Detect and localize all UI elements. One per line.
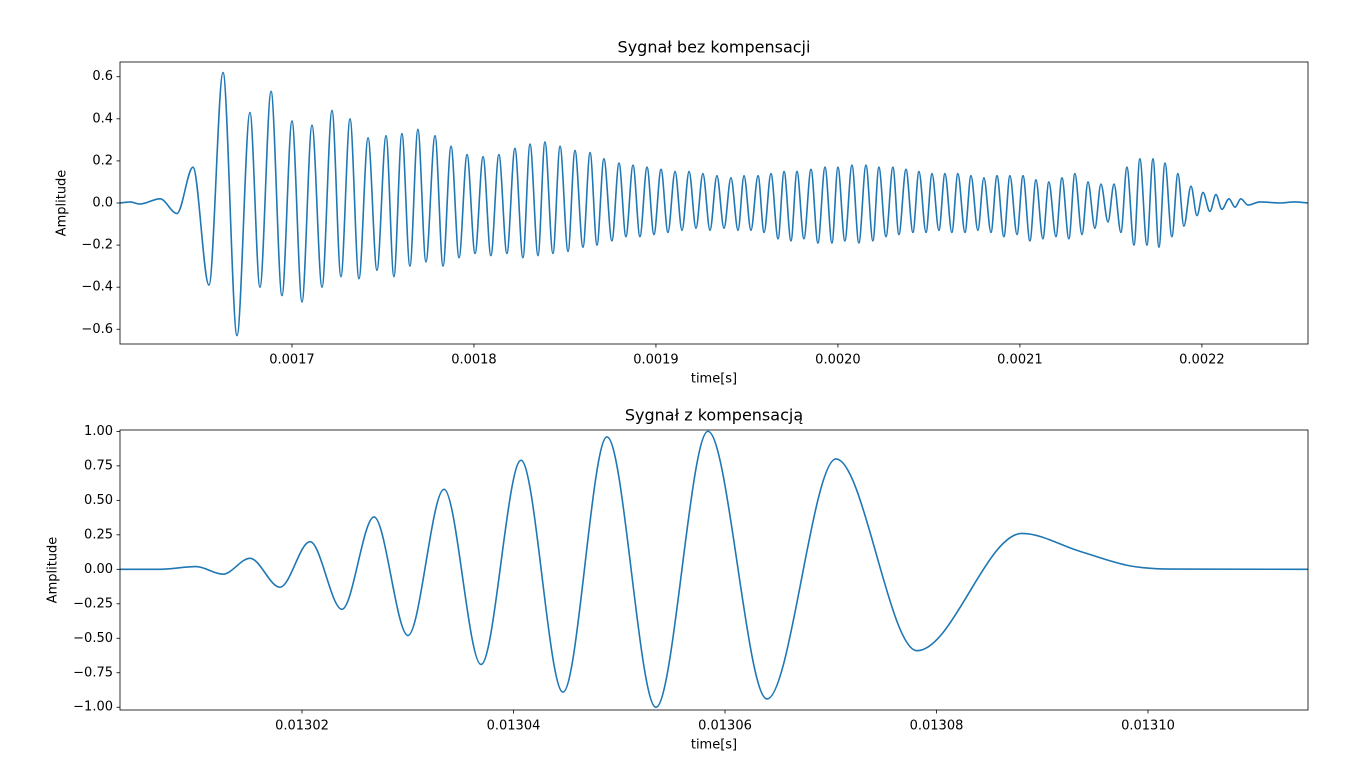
- chart-title: Sygnał bez kompensacji: [618, 38, 811, 57]
- x-axis-label: time[s]: [691, 372, 737, 387]
- x-tick-label: 0.01308: [910, 719, 964, 734]
- y-tick-label: 0.0: [92, 196, 113, 211]
- x-tick-label: 0.01304: [487, 719, 541, 734]
- y-tick-label: −0.75: [73, 665, 113, 680]
- x-tick-label: 0.01302: [275, 719, 329, 734]
- signal-line: [120, 430, 1308, 709]
- x-tick-label: 0.01306: [698, 719, 752, 734]
- x-tick-label: 0.0022: [1179, 353, 1225, 368]
- x-tick-label: 0.0020: [815, 353, 861, 368]
- x-tick-label: 0.01310: [1121, 719, 1175, 734]
- x-tick-label: 0.0017: [269, 353, 315, 368]
- y-tick-label: −0.50: [73, 631, 113, 646]
- y-tick-label: 0.4: [92, 111, 113, 126]
- y-axis-label: Amplitude: [55, 170, 70, 237]
- y-tick-label: 0.6: [92, 69, 113, 84]
- x-tick-label: 0.0018: [451, 353, 497, 368]
- x-tick-label: 0.0019: [633, 353, 679, 368]
- y-tick-label: −1.00: [73, 700, 113, 715]
- x-axis-label: time[s]: [691, 738, 737, 753]
- y-tick-label: −0.25: [73, 596, 113, 611]
- y-tick-label: 0.00: [84, 562, 113, 577]
- y-tick-label: 0.25: [84, 527, 113, 542]
- y-tick-label: 0.75: [84, 458, 113, 473]
- y-tick-label: 0.50: [84, 493, 113, 508]
- y-axis-label: Amplitude: [46, 537, 61, 604]
- x-tick-label: 0.0021: [997, 353, 1043, 368]
- y-tick-label: 1.00: [84, 424, 113, 439]
- y-tick-label: −0.2: [81, 238, 113, 253]
- y-tick-label: −0.4: [81, 280, 113, 295]
- y-tick-label: 0.2: [92, 153, 113, 168]
- signal-line: [120, 71, 1308, 337]
- y-tick-label: −0.6: [81, 322, 113, 337]
- axes-frame: [119, 429, 1309, 711]
- chart-title: Sygnał z kompensacją: [625, 406, 803, 425]
